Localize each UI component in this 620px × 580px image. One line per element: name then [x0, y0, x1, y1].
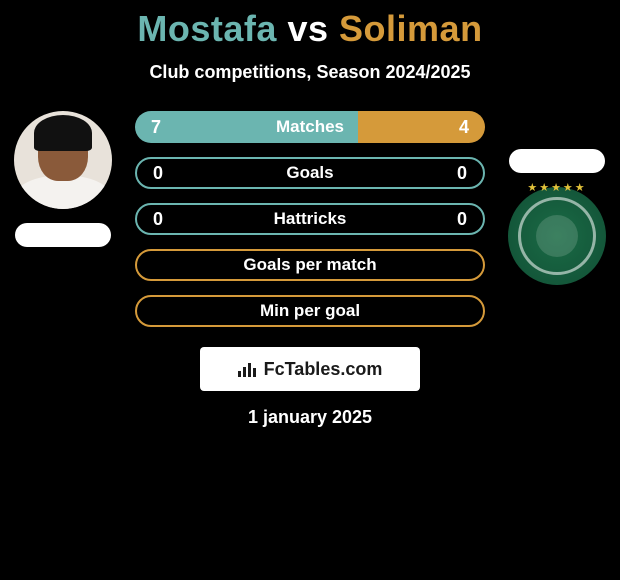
stat-row: 0 Goals 0: [135, 157, 485, 189]
stat-row: Min per goal: [135, 295, 485, 327]
branding-box: FcTables.com: [200, 347, 420, 391]
vs-word: vs: [287, 8, 328, 49]
comparison-title: Mostafa vs Soliman: [0, 0, 620, 50]
stat-label: Matches: [276, 117, 344, 137]
stat-label: Goals per match: [243, 255, 376, 275]
branding-text: FcTables.com: [264, 359, 383, 380]
player2-column: ★★★★★: [502, 149, 612, 285]
badge-stars-icon: ★★★★★: [502, 181, 612, 194]
stat-value-left: 7: [151, 117, 161, 138]
stat-value-right: 4: [459, 117, 469, 138]
stat-value-left: 0: [153, 209, 163, 230]
stat-value-right: 0: [457, 163, 467, 184]
player1-avatar: [14, 111, 112, 209]
player1-column: [8, 111, 118, 247]
subtitle: Club competitions, Season 2024/2025: [0, 62, 620, 83]
player1-club-pill: [15, 223, 111, 247]
content-area: ★★★★★ 7 Matches 4 0 Goals 0 0 Hattricks 0 Goals p…: [0, 111, 620, 428]
stat-value-left: 0: [153, 163, 163, 184]
stat-label: Goals: [286, 163, 333, 183]
player1-name: Mostafa: [137, 8, 277, 49]
stat-label: Hattricks: [274, 209, 347, 229]
stat-value-right: 0: [457, 209, 467, 230]
stat-row: Goals per match: [135, 249, 485, 281]
date-text: 1 january 2025: [0, 407, 620, 428]
player2-name: Soliman: [339, 8, 483, 49]
stat-label: Min per goal: [260, 301, 360, 321]
stats-list: 7 Matches 4 0 Goals 0 0 Hattricks 0 Goals per mat…: [135, 111, 485, 327]
player2-club-badge: ★★★★★: [508, 187, 606, 285]
stat-row: 0 Hattricks 0: [135, 203, 485, 235]
player2-player-pill: [509, 149, 605, 173]
bars-icon: [238, 361, 258, 377]
stat-row: 7 Matches 4: [135, 111, 485, 143]
